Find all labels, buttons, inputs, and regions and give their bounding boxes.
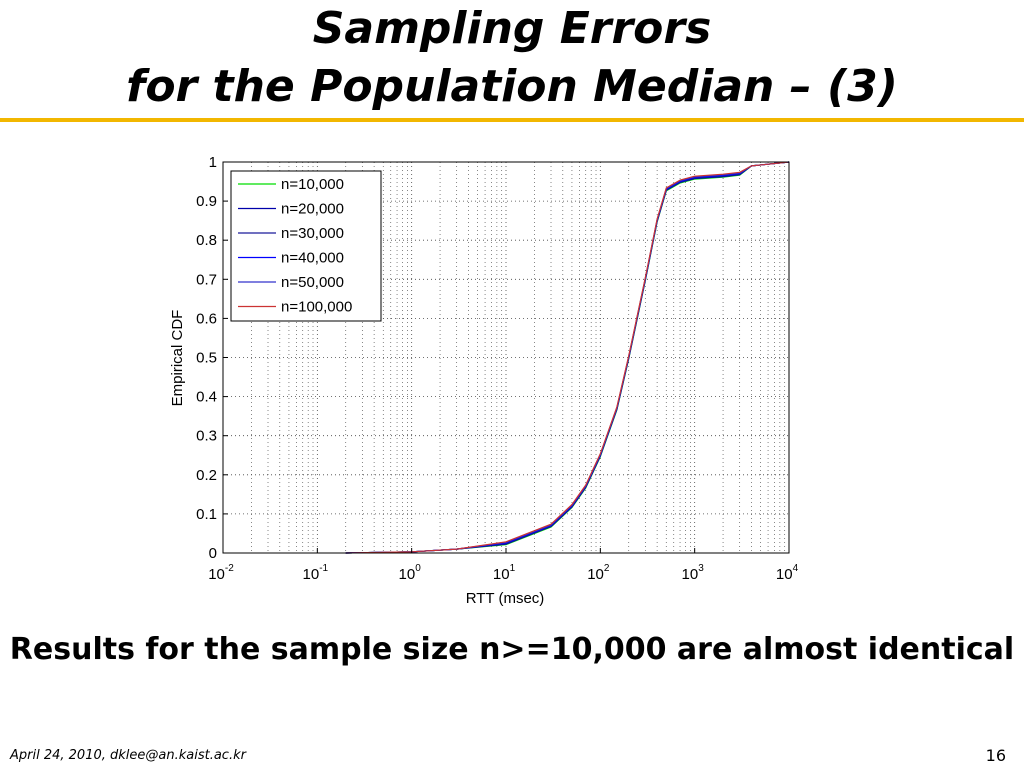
y-tick-label: 0	[209, 545, 217, 562]
legend-label-5: n=50,000	[281, 274, 344, 291]
y-tick-label: 0.9	[196, 193, 217, 210]
legend-label-6: n=100,000	[281, 299, 352, 316]
curve-layer	[345, 161, 790, 554]
legend-label-4: n=40,000	[281, 250, 344, 267]
slide-caption: Results for the sample size n>=10,000 ar…	[9, 632, 1015, 667]
x-axis-label: RTT (msec)	[466, 590, 545, 607]
axis-layer: 10-2 10-1 100 101 102 103 104 0 0.1 0.2 0.3 0.4 0.5 0…	[196, 154, 798, 583]
y-tick-label: 0.8	[196, 232, 217, 249]
cdf-chart: 10-2 10-1 100 101 102 103 104 0 0.1 0.2 0.3 0.4 0.5 0…	[169, 154, 799, 607]
x-tick-label: 100	[399, 563, 422, 583]
x-tick-label: 10-1	[303, 563, 329, 583]
legend-items: n=10,000 n=20,000 n=30,000 n=40,000 n=50,000…	[238, 176, 352, 316]
x-tick-label: 10-2	[208, 563, 234, 583]
x-tick-label: 103	[682, 563, 705, 583]
footer-date-email: April 24, 2010, dklee@an.kaist.ac.kr	[10, 748, 246, 763]
y-axis-label: Empirical CDF	[169, 310, 186, 407]
page-number: 16	[985, 746, 1006, 765]
legend-label-3: n=30,000	[281, 225, 344, 242]
y-tick-label: 0.7	[196, 271, 217, 288]
y-tick-label: 0.1	[196, 506, 217, 523]
legend-label-2: n=20,000	[281, 201, 344, 218]
x-tick-label: 104	[776, 563, 799, 583]
y-tick-label: 0.5	[196, 350, 217, 367]
x-tick-label: 101	[493, 563, 516, 583]
y-tick-label: 0.2	[196, 467, 217, 484]
y-tick-label: 0.6	[196, 310, 217, 327]
title-divider	[0, 118, 1024, 122]
slide-title: Sampling Errors for the Population Media…	[0, 0, 1024, 116]
y-tick-label: 0.3	[196, 428, 217, 445]
chart-legend: n=10,000 n=20,000 n=30,000 n=40,000 n=50,000…	[230, 170, 382, 322]
y-tick-label: 0.4	[196, 389, 217, 406]
x-tick-label: 102	[587, 563, 610, 583]
legend-label-1: n=10,000	[281, 176, 344, 193]
legend-box	[230, 170, 382, 322]
slide-title-line-2: for the Population Median – (3)	[126, 61, 898, 112]
y-tick-label: 1	[209, 154, 217, 171]
series-line-6	[345, 161, 790, 554]
slide-title-line-1: Sampling Errors	[312, 3, 712, 54]
